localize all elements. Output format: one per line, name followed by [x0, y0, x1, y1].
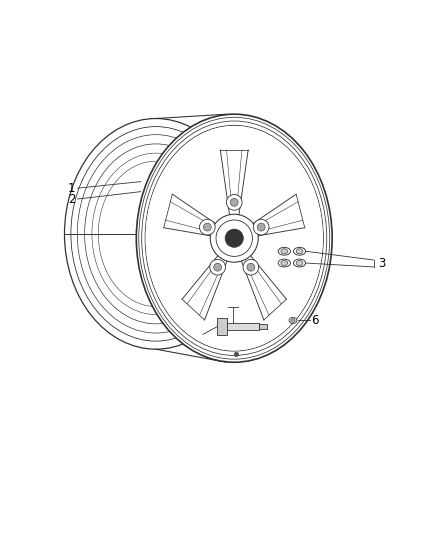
Circle shape [216, 220, 252, 256]
Text: 6: 6 [311, 314, 319, 327]
Ellipse shape [293, 259, 306, 267]
Circle shape [210, 260, 226, 275]
Circle shape [210, 214, 258, 262]
Circle shape [225, 229, 244, 247]
Circle shape [230, 198, 238, 206]
Ellipse shape [289, 318, 297, 324]
Ellipse shape [296, 249, 303, 254]
Ellipse shape [281, 261, 288, 265]
Ellipse shape [296, 261, 303, 265]
FancyBboxPatch shape [259, 324, 267, 329]
Ellipse shape [291, 319, 295, 322]
Ellipse shape [281, 249, 288, 254]
Circle shape [234, 352, 239, 357]
FancyBboxPatch shape [227, 323, 259, 330]
Circle shape [199, 219, 215, 235]
Text: 2: 2 [68, 192, 75, 206]
Circle shape [203, 223, 211, 231]
Text: 5: 5 [193, 328, 201, 341]
Circle shape [257, 223, 265, 231]
Ellipse shape [278, 259, 290, 267]
Circle shape [243, 260, 259, 275]
Circle shape [214, 263, 222, 271]
Circle shape [247, 263, 255, 271]
Text: 1: 1 [68, 182, 75, 195]
Ellipse shape [278, 247, 290, 255]
Text: 3: 3 [378, 257, 385, 270]
Circle shape [226, 195, 242, 210]
Text: 4: 4 [230, 292, 237, 305]
FancyBboxPatch shape [217, 318, 227, 335]
Circle shape [253, 219, 269, 235]
Ellipse shape [293, 247, 306, 255]
Ellipse shape [145, 126, 323, 351]
Ellipse shape [136, 114, 332, 362]
